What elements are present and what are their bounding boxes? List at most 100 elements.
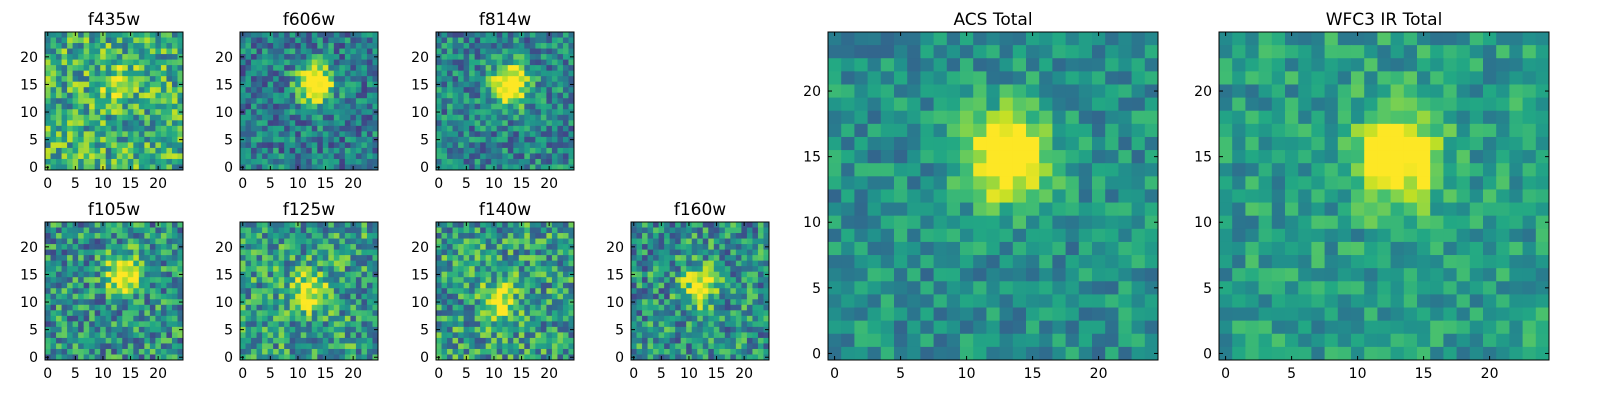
heatmap-cell [56,299,63,306]
heatmap-cell [647,282,654,289]
heatmap-cell [680,271,687,278]
heatmap-cell [697,315,704,322]
heatmap-cell [361,70,368,77]
heatmap-cell [491,244,498,251]
heatmap-cell [72,92,79,99]
heatmap-cell [441,136,448,143]
heatmap-cell [116,98,123,105]
y-tick-label: 15 [606,267,624,283]
heatmap-cell [372,343,379,350]
heatmap-cell [452,348,459,355]
heatmap-cell [474,54,481,61]
heatmap-cell [339,142,346,149]
heatmap-cell [719,299,726,306]
heatmap-cell [447,255,454,262]
heatmap-cell [328,147,335,154]
heatmap-cell [372,255,379,262]
heatmap-cell [372,43,379,50]
heatmap-cell [278,249,285,256]
heatmap-cell [691,315,698,322]
heatmap-cell [328,142,335,149]
heatmap-cell [160,164,167,171]
heatmap-cell [122,114,129,121]
heatmap-cell [447,92,454,99]
heatmap-cell [653,277,660,284]
heatmap-cell [350,98,357,105]
heatmap-cell [441,76,448,83]
heatmap-cell [56,337,63,344]
heatmap-cell [675,266,682,273]
heatmap-cell [256,131,263,138]
heatmap-cell [116,158,123,165]
heatmap-cell [56,326,63,333]
heatmap-cell [441,164,448,171]
heatmap-cell [61,282,68,289]
heatmap-cell [485,164,492,171]
heatmap-cell [691,255,698,262]
heatmap-cell [61,249,68,256]
heatmap-cell [311,37,318,44]
heatmap-cell [680,277,687,284]
heatmap-cell [278,304,285,311]
heatmap-cell [491,48,498,55]
heatmap-cell [155,244,162,251]
heatmap-cell [702,337,709,344]
heatmap-cell [83,43,90,50]
heatmap-cell [485,142,492,149]
heatmap-cell [529,65,536,72]
heatmap-cell [702,271,709,278]
heatmap-cell [149,32,156,39]
heatmap-cell [664,332,671,339]
heatmap-cell [361,332,368,339]
heatmap-cell [529,153,536,160]
heatmap-cell [535,315,542,322]
heatmap-cell [355,153,362,160]
heatmap-cell [730,293,737,300]
heatmap-cell [333,227,340,234]
heatmap-cell [133,43,140,50]
heatmap-cell [300,233,307,240]
heatmap-cell [278,37,285,44]
heatmap-cell [333,142,340,149]
heatmap-cell [540,158,547,165]
heatmap-cell [339,332,346,339]
heatmap-cell [322,125,329,132]
heatmap-cell [105,48,112,55]
heatmap-cell [436,304,443,311]
heatmap-cell [518,59,525,66]
heatmap-cell [452,114,459,121]
heatmap-cell [841,123,855,138]
heatmap-cell [155,70,162,77]
heatmap-cell [719,326,726,333]
heatmap-cell [94,142,101,149]
heatmap-cell [436,343,443,350]
heatmap-cell [328,92,335,99]
heatmap-cell [691,227,698,234]
heatmap-cell [350,238,357,245]
heatmap-cell [986,45,1001,59]
heatmap-cell [240,315,247,322]
heatmap-cell [171,315,178,322]
heatmap-cell [100,125,107,132]
heatmap-cell [485,103,492,110]
heatmap-cell [100,227,107,234]
heatmap-cell [256,76,263,83]
heatmap-cell [72,255,79,262]
heatmap-cell [138,310,145,317]
heatmap-cell [372,87,379,94]
heatmap-cell [122,277,129,284]
heatmap-cell [441,293,448,300]
heatmap-cell [155,54,162,61]
heatmap-cell [485,282,492,289]
heatmap-cell [149,271,156,278]
heatmap-cell [256,326,263,333]
heatmap-cell [669,293,676,300]
heatmap-cell [973,110,987,125]
heatmap-cell [540,81,547,88]
heatmap-cell [171,266,178,273]
heatmap-cell [177,282,184,289]
heatmap-cell [697,266,704,273]
heatmap-cell [697,282,704,289]
heatmap-cell [1065,84,1080,99]
heatmap-cell [94,266,101,273]
